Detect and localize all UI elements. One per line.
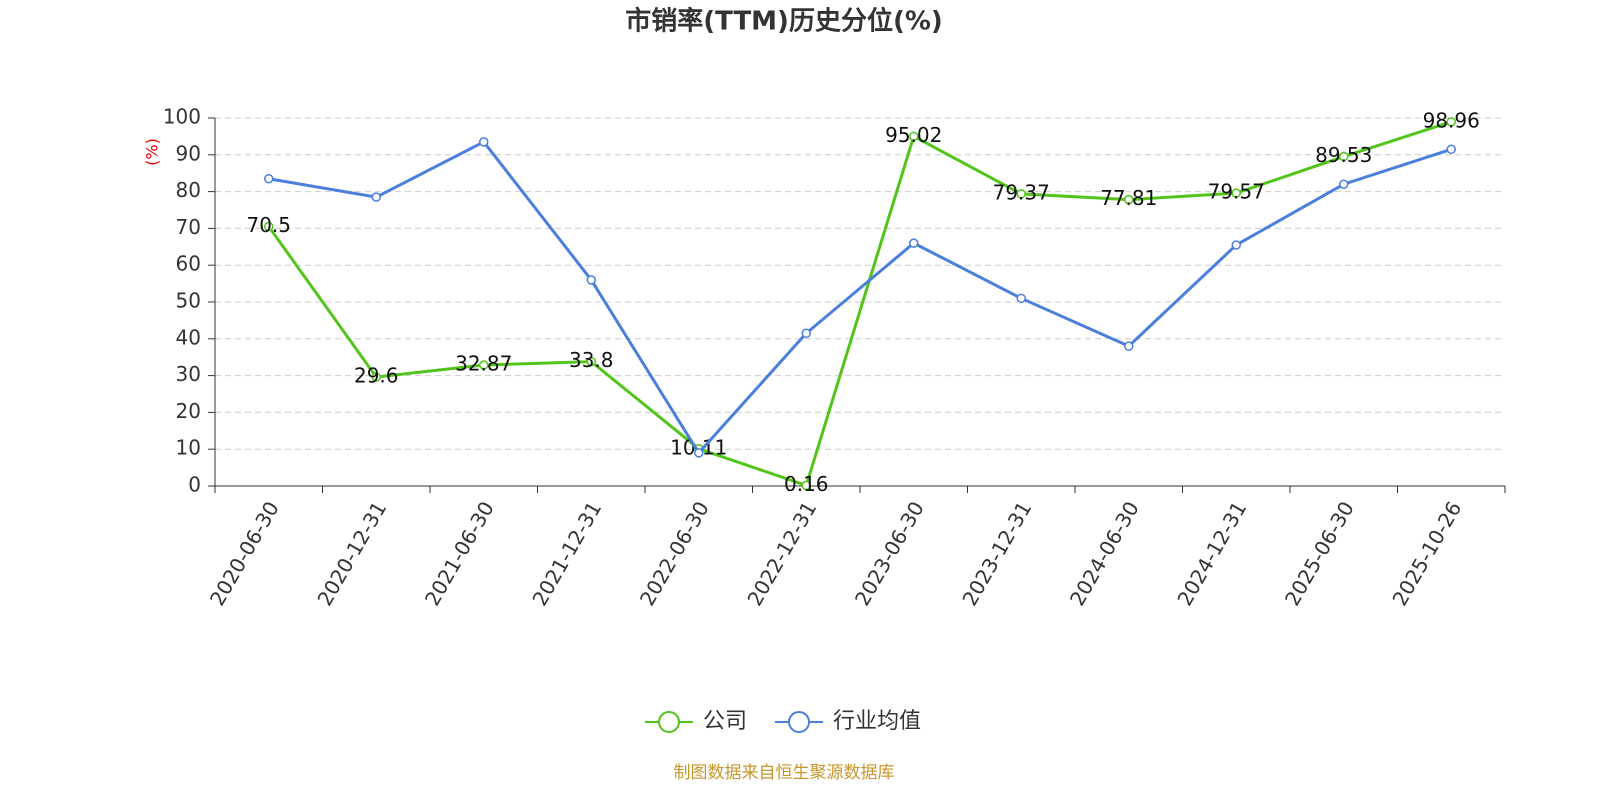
y-tick-label: 60 xyxy=(176,252,201,276)
data-point xyxy=(479,137,489,147)
source-note: 制图数据来自恒生聚源数据库 xyxy=(674,763,895,783)
legend-marker xyxy=(788,711,811,733)
data-label: 32.87 xyxy=(455,352,512,376)
data-point xyxy=(479,360,489,370)
data-point xyxy=(371,192,381,202)
x-tick-label: 2020-12-31 xyxy=(312,497,391,610)
x-tick-label: 2023-06-30 xyxy=(850,497,929,610)
data-point xyxy=(909,238,919,248)
x-tick-label: 2024-12-31 xyxy=(1172,497,1251,610)
data-point xyxy=(801,328,811,339)
series-line xyxy=(267,120,1452,488)
data-label: 98.96 xyxy=(1423,108,1480,132)
y-tick-label: 90 xyxy=(176,141,201,165)
data-point xyxy=(1016,189,1026,199)
data-point xyxy=(586,275,596,285)
series-line xyxy=(268,140,1452,456)
data-point xyxy=(371,372,381,382)
y-tick-label: 40 xyxy=(176,325,201,349)
data-point xyxy=(1016,293,1026,304)
x-tick-label: 2025-06-30 xyxy=(1280,497,1359,610)
chart-title: 市销率(TTM)历史分位(%) xyxy=(625,6,943,37)
data-label: 0.16 xyxy=(784,472,829,496)
y-tick-label: 70 xyxy=(176,215,201,239)
data-point xyxy=(586,356,596,367)
data-point xyxy=(1231,188,1241,198)
data-point xyxy=(909,131,919,142)
data-label: 29.6 xyxy=(354,364,399,388)
y-tick-label: 0 xyxy=(188,473,201,497)
y-tick-label: 80 xyxy=(176,178,201,202)
data-point xyxy=(1339,179,1349,189)
data-label: 77.81 xyxy=(1100,186,1157,210)
data-point xyxy=(1446,144,1456,155)
x-tick-label: 2021-06-30 xyxy=(420,497,499,610)
legend-marker xyxy=(658,711,680,733)
data-label: 89.53 xyxy=(1315,143,1372,167)
data-label: 70.5 xyxy=(246,213,291,237)
data-label: 33.8 xyxy=(569,348,614,372)
data-point xyxy=(1124,194,1134,205)
x-tick-label: 2024-06-30 xyxy=(1065,497,1144,610)
data-label: 79.37 xyxy=(993,180,1050,204)
x-tick-label: 2022-06-30 xyxy=(635,497,714,610)
data-point xyxy=(1446,117,1456,127)
data-point xyxy=(694,448,704,458)
data-point xyxy=(801,480,811,491)
x-tick-label: 2022-12-31 xyxy=(742,497,821,610)
y-tick-label: 50 xyxy=(176,289,201,313)
data-label: 79.57 xyxy=(1208,180,1265,204)
data-point xyxy=(1124,341,1134,351)
data-point xyxy=(264,173,274,184)
x-tick-label: 2025-10-26 xyxy=(1387,497,1466,610)
legend-label: 公司 xyxy=(703,709,747,734)
y-tick-label: 10 xyxy=(176,436,201,460)
y-tick-label: 100 xyxy=(163,105,201,129)
data-point xyxy=(1339,151,1349,162)
data-point xyxy=(1231,240,1241,250)
y-tick-label: 20 xyxy=(176,399,201,423)
y-axis-label: (%) xyxy=(143,138,162,166)
x-tick-label: 2021-12-31 xyxy=(527,497,606,610)
data-label: 95.02 xyxy=(885,123,942,147)
x-tick-label: 2023-12-31 xyxy=(957,497,1036,610)
legend-label: 行业均值 xyxy=(833,709,921,734)
data-point xyxy=(264,221,274,232)
y-tick-label: 30 xyxy=(176,362,201,386)
x-tick-label: 2020-06-30 xyxy=(205,497,284,610)
